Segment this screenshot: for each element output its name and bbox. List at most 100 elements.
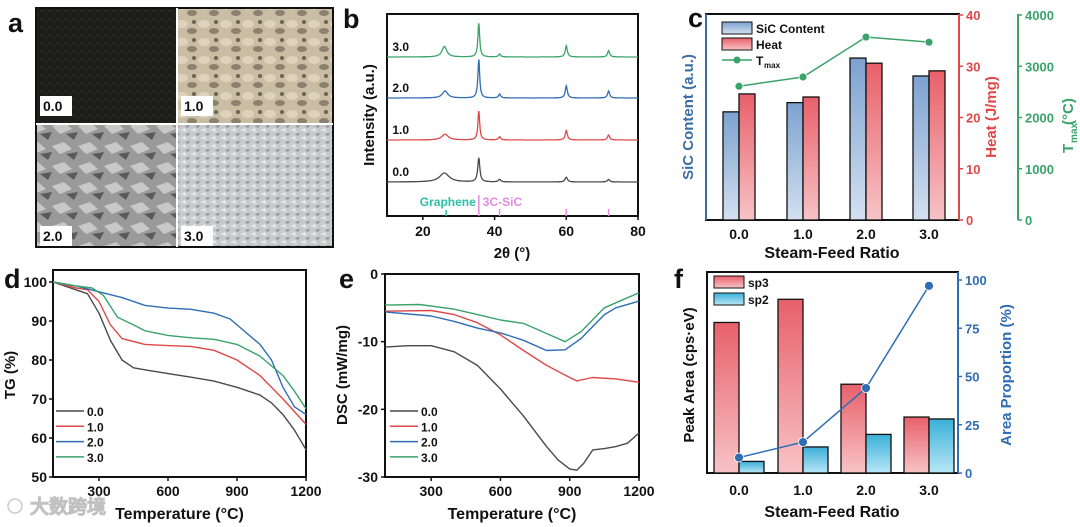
category-label: 3.0 (919, 482, 939, 498)
legend-label: 0.0 (87, 405, 104, 419)
right-tick-label: 25 (965, 418, 979, 433)
x-tick-label: 300 (87, 483, 111, 499)
photo-label-2.0: 2.0 (43, 228, 63, 244)
panel-label-f: f (674, 264, 684, 294)
y-tick-label: 50 (31, 469, 47, 485)
y-tick-label: 100 (24, 274, 48, 290)
peak-area-axis-title: Peak Area (cps·eV) (681, 307, 698, 442)
sic-reference-label: 3C-SiC (483, 195, 523, 209)
x-tick-label: 20 (415, 223, 431, 239)
photo-label-box (40, 226, 72, 246)
y-tick-label: -30 (358, 469, 378, 485)
legend-label: 1.0 (421, 420, 438, 434)
legend-tmax-marker (733, 56, 741, 64)
heat-bar (865, 62, 883, 221)
panel-label-a: a (8, 8, 24, 38)
x-tick-label: 60 (558, 223, 574, 239)
x-axis-title: Steam-Feed Ratio (764, 504, 899, 521)
heat-tick-label: 30 (966, 59, 980, 74)
heat-axis-title: Heat (J/mg) (983, 76, 1000, 158)
x-tick-label: 900 (558, 483, 582, 499)
tmax-axis-title-t: T (1060, 144, 1077, 153)
photo-label-box (40, 96, 72, 116)
photo-frame (35, 7, 334, 248)
tmax-point (734, 81, 744, 91)
panel-a-photos (35, 7, 334, 248)
sp2-bar (928, 418, 955, 474)
x-tick-label: 1200 (623, 483, 654, 499)
watermark-text: 大数跨境 (30, 495, 106, 518)
legend-sp2-swatch (713, 292, 745, 306)
y-tick-label: 60 (31, 430, 47, 446)
area-proportion-line (738, 285, 930, 459)
tmax-tick-label: 2000 (1025, 111, 1054, 126)
photo-label-1.0: 1.0 (184, 98, 204, 114)
xrd-axes-frame (386, 13, 639, 217)
x-tick-label: 1200 (290, 483, 321, 499)
x-axis-title: Steam-Feed Ratio (764, 245, 899, 262)
legend-sp3-label: sp3 (748, 276, 769, 290)
legend-heat-swatch (721, 37, 753, 51)
category-label: 2.0 (856, 226, 876, 242)
y-tick-label: -20 (358, 401, 378, 417)
curve-2.0 (52, 281, 307, 416)
x-tick-label: 80 (630, 223, 646, 239)
category-label: 0.0 (729, 226, 749, 242)
category-label: 2.0 (856, 482, 876, 498)
tmax-tick-label: 1000 (1025, 162, 1054, 177)
tmax-point (798, 72, 808, 82)
photo-label-3.0: 3.0 (184, 228, 204, 244)
x-axis-title: 2θ (°) (494, 245, 531, 262)
tmax-line (738, 36, 930, 87)
photo-label-box (181, 226, 213, 246)
photo-label-box (181, 96, 213, 116)
x-tick-label: 40 (487, 223, 503, 239)
y-axis-title: TG (%) (2, 351, 19, 399)
x-tick-label: 300 (420, 483, 444, 499)
category-label: 1.0 (793, 226, 813, 242)
area-proportion-point (734, 452, 744, 463)
curve-3.0 (384, 292, 640, 343)
y-tick-label: -10 (358, 334, 378, 350)
xrd-sample-label: 1.0 (392, 123, 409, 137)
panel-e-axes-frame (384, 273, 640, 478)
xrd-sample-label: 3.0 (392, 40, 409, 54)
legend-label: 2.0 (87, 436, 104, 450)
sp3-bar (840, 383, 867, 474)
legend-heat-label: Heat (756, 38, 782, 52)
x-tick-label: 900 (225, 483, 249, 499)
tmax-axis-title-unit: (°C) (1060, 98, 1077, 125)
xrd-sample-label: 2.0 (392, 81, 409, 95)
right-tick-label: 0 (965, 466, 972, 481)
sp2-bar (738, 460, 765, 474)
graphene-reference-label: Graphene (420, 195, 476, 209)
category-label: 0.0 (729, 482, 749, 498)
tmax-tick-label: 3000 (1025, 59, 1054, 74)
xrd-trace-1.0 (387, 111, 638, 141)
y-axis-title: DSC (mW/mg) (334, 325, 351, 425)
curve-0.0 (52, 281, 307, 451)
sp2-bar (802, 446, 829, 474)
legend-sic-swatch (721, 21, 753, 35)
y-tick-label: 0 (370, 266, 378, 282)
y-axis-title: Intensity (a.u.) (361, 64, 378, 166)
watermark-logo-icon (7, 498, 23, 514)
tmax-point (924, 37, 934, 47)
legend-label: 3.0 (87, 451, 104, 465)
panel-label-e: e (339, 264, 354, 294)
right-tick-label: 100 (965, 273, 987, 288)
curve-1.0 (52, 281, 307, 425)
tmax-tick-label: 4000 (1025, 8, 1054, 23)
xrd-trace-3.0 (387, 23, 638, 58)
x-axis-title: Temperature (°C) (448, 506, 577, 523)
xrd-sample-label: 0.0 (392, 165, 409, 179)
heat-tick-label: 0 (966, 213, 973, 228)
sic-content-bar (786, 101, 804, 221)
heat-bar (802, 96, 820, 221)
heat-bar (738, 93, 756, 221)
xrd-trace-0.0 (387, 157, 638, 183)
heat-tick-label: 10 (966, 162, 980, 177)
heat-tick-label: 20 (966, 111, 980, 126)
